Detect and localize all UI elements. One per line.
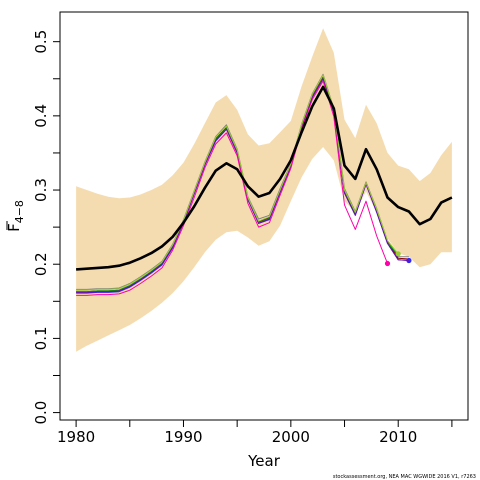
svg-text:F4−8: F4−8 <box>5 200 26 232</box>
confidence-band <box>76 28 452 352</box>
series-line-retro-6 <box>76 74 399 291</box>
footnote: stockassessment.org, NEA MAC WGWIDE 2016… <box>333 474 476 480</box>
x-axis-title: Year <box>247 452 281 470</box>
y-tick-label: 0.4 <box>32 104 50 128</box>
y-tick-label: 0.5 <box>32 30 50 54</box>
y-axis-title: F4−8 <box>5 200 26 232</box>
series-endpoint-7 <box>384 260 391 267</box>
y-axis: 0.0 0.1 0.2 0.3 0.4 0.5 <box>32 30 61 425</box>
x-tick-label: 2000 <box>272 428 310 446</box>
x-tick-label: 1980 <box>57 428 95 446</box>
series-endpoint-6 <box>395 251 401 257</box>
series-layer <box>76 73 453 296</box>
confidence-band-layer <box>76 28 452 352</box>
series-line-retro-7 <box>76 80 388 296</box>
y-tick-label: 0.3 <box>32 178 50 202</box>
y-tick-label: 0.1 <box>32 326 50 350</box>
y-tick-label: 0.0 <box>32 401 50 425</box>
y-tick-label: 0.2 <box>32 252 50 276</box>
y-axis-title-subscript: 4−8 <box>13 200 26 223</box>
x-tick-label: 1990 <box>164 428 202 446</box>
series-line-main <box>76 85 453 271</box>
x-axis: 1980 1990 2000 2010 <box>57 419 453 446</box>
y-axis-title-main: F <box>5 223 23 232</box>
x-tick-label: 2010 <box>379 428 417 446</box>
